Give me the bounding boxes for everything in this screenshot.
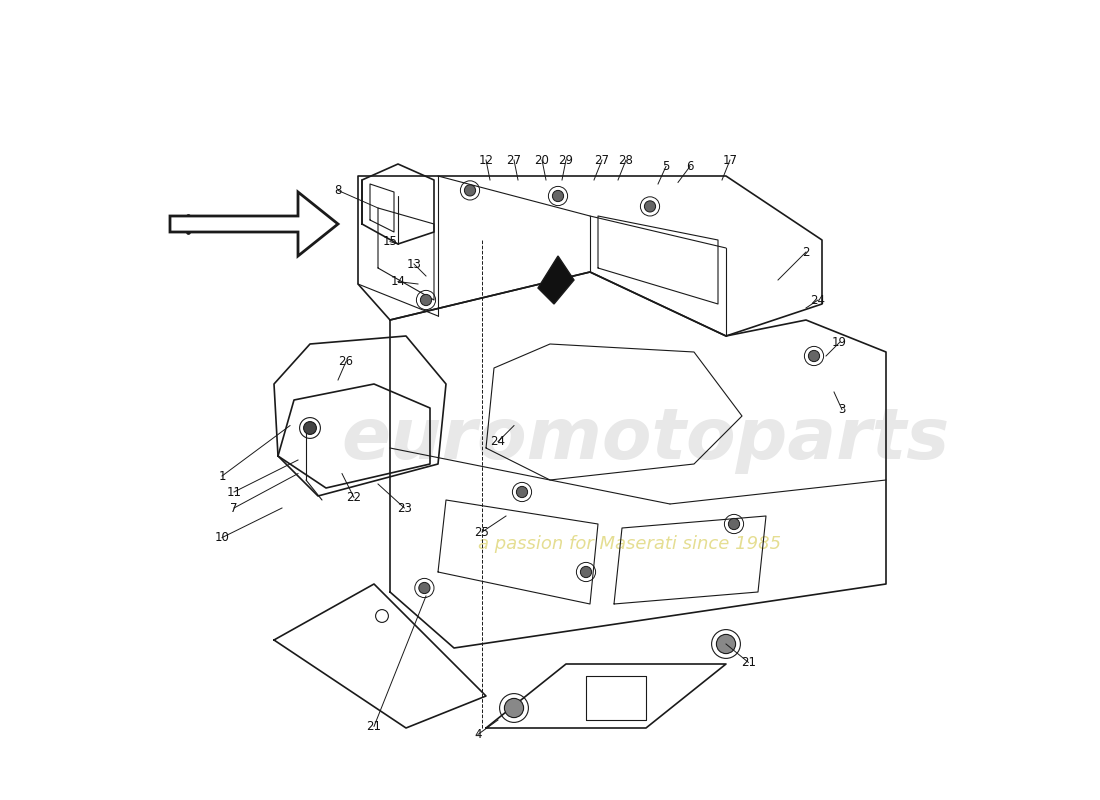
Circle shape [728,518,739,530]
Text: 15: 15 [383,235,397,248]
Text: a passion for Maserati since 1985: a passion for Maserati since 1985 [478,535,782,553]
Text: 20: 20 [535,154,549,166]
Circle shape [552,190,563,202]
Text: 1: 1 [218,470,226,482]
Text: 17: 17 [723,154,737,166]
Text: 25: 25 [474,526,490,538]
Text: 5: 5 [662,160,670,173]
Text: 21: 21 [741,656,756,669]
Text: 13: 13 [407,258,421,270]
Circle shape [516,486,528,498]
Circle shape [419,582,430,594]
Text: 8: 8 [334,184,342,197]
Text: 27: 27 [506,154,521,166]
Text: 12: 12 [478,154,494,166]
Text: 24: 24 [811,294,825,306]
Circle shape [716,634,736,654]
Text: 2: 2 [802,246,810,258]
Circle shape [464,185,475,196]
Text: 14: 14 [390,275,406,288]
Text: 24: 24 [491,435,506,448]
Text: 26: 26 [339,355,353,368]
Circle shape [420,294,431,306]
Text: 19: 19 [832,336,847,349]
Text: 11: 11 [227,486,242,498]
Text: 4: 4 [474,728,482,741]
Text: euromotoparts: euromotoparts [342,406,950,474]
Text: 28: 28 [618,154,634,166]
Text: 27: 27 [594,154,609,166]
Text: 29: 29 [559,154,573,166]
Circle shape [645,201,656,212]
Text: 6: 6 [686,160,694,173]
Text: 22: 22 [346,491,362,504]
Text: 3: 3 [838,403,846,416]
Circle shape [304,422,317,434]
Text: 21: 21 [366,720,382,733]
Text: 10: 10 [214,531,230,544]
Circle shape [581,566,592,578]
Text: 7: 7 [230,502,238,514]
Polygon shape [538,256,574,304]
Polygon shape [170,192,338,256]
Circle shape [505,698,524,718]
Circle shape [808,350,820,362]
Text: 23: 23 [397,502,411,514]
